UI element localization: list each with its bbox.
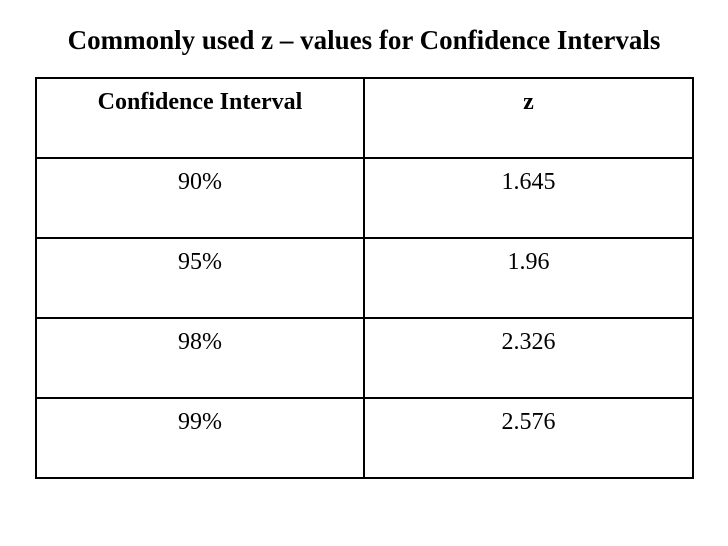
- z-values-table: Confidence Interval z 90% 1.645 95% 1.96…: [35, 77, 694, 479]
- cell-z: 1.96: [363, 237, 694, 319]
- cell-text: 2.576: [501, 409, 556, 435]
- cell-text: 99%: [178, 409, 222, 435]
- header-z: z: [363, 77, 694, 159]
- table-row: 99% 2.576: [35, 397, 694, 479]
- header-label: z: [523, 89, 534, 115]
- cell-text: 1.96: [507, 249, 550, 275]
- table-header-row: Confidence Interval z: [35, 77, 694, 159]
- cell-confidence: 95%: [35, 237, 365, 319]
- table-row: 90% 1.645: [35, 157, 694, 239]
- cell-z: 1.645: [363, 157, 694, 239]
- cell-confidence: 99%: [35, 397, 365, 479]
- cell-text: 90%: [178, 169, 222, 195]
- cell-confidence: 98%: [35, 317, 365, 399]
- table-row: 98% 2.326: [35, 317, 694, 399]
- cell-text: 2.326: [501, 329, 556, 355]
- header-confidence-interval: Confidence Interval: [35, 77, 365, 159]
- header-label: Confidence Interval: [97, 89, 303, 115]
- cell-z: 2.326: [363, 317, 694, 399]
- cell-text: 98%: [178, 329, 222, 355]
- cell-text: 1.645: [501, 169, 556, 195]
- cell-text: 95%: [178, 249, 222, 275]
- table-row: 95% 1.96: [35, 237, 694, 319]
- page-title: Commonly used z – values for Confidence …: [67, 25, 661, 55]
- cell-z: 2.576: [363, 397, 694, 479]
- cell-confidence: 90%: [35, 157, 365, 239]
